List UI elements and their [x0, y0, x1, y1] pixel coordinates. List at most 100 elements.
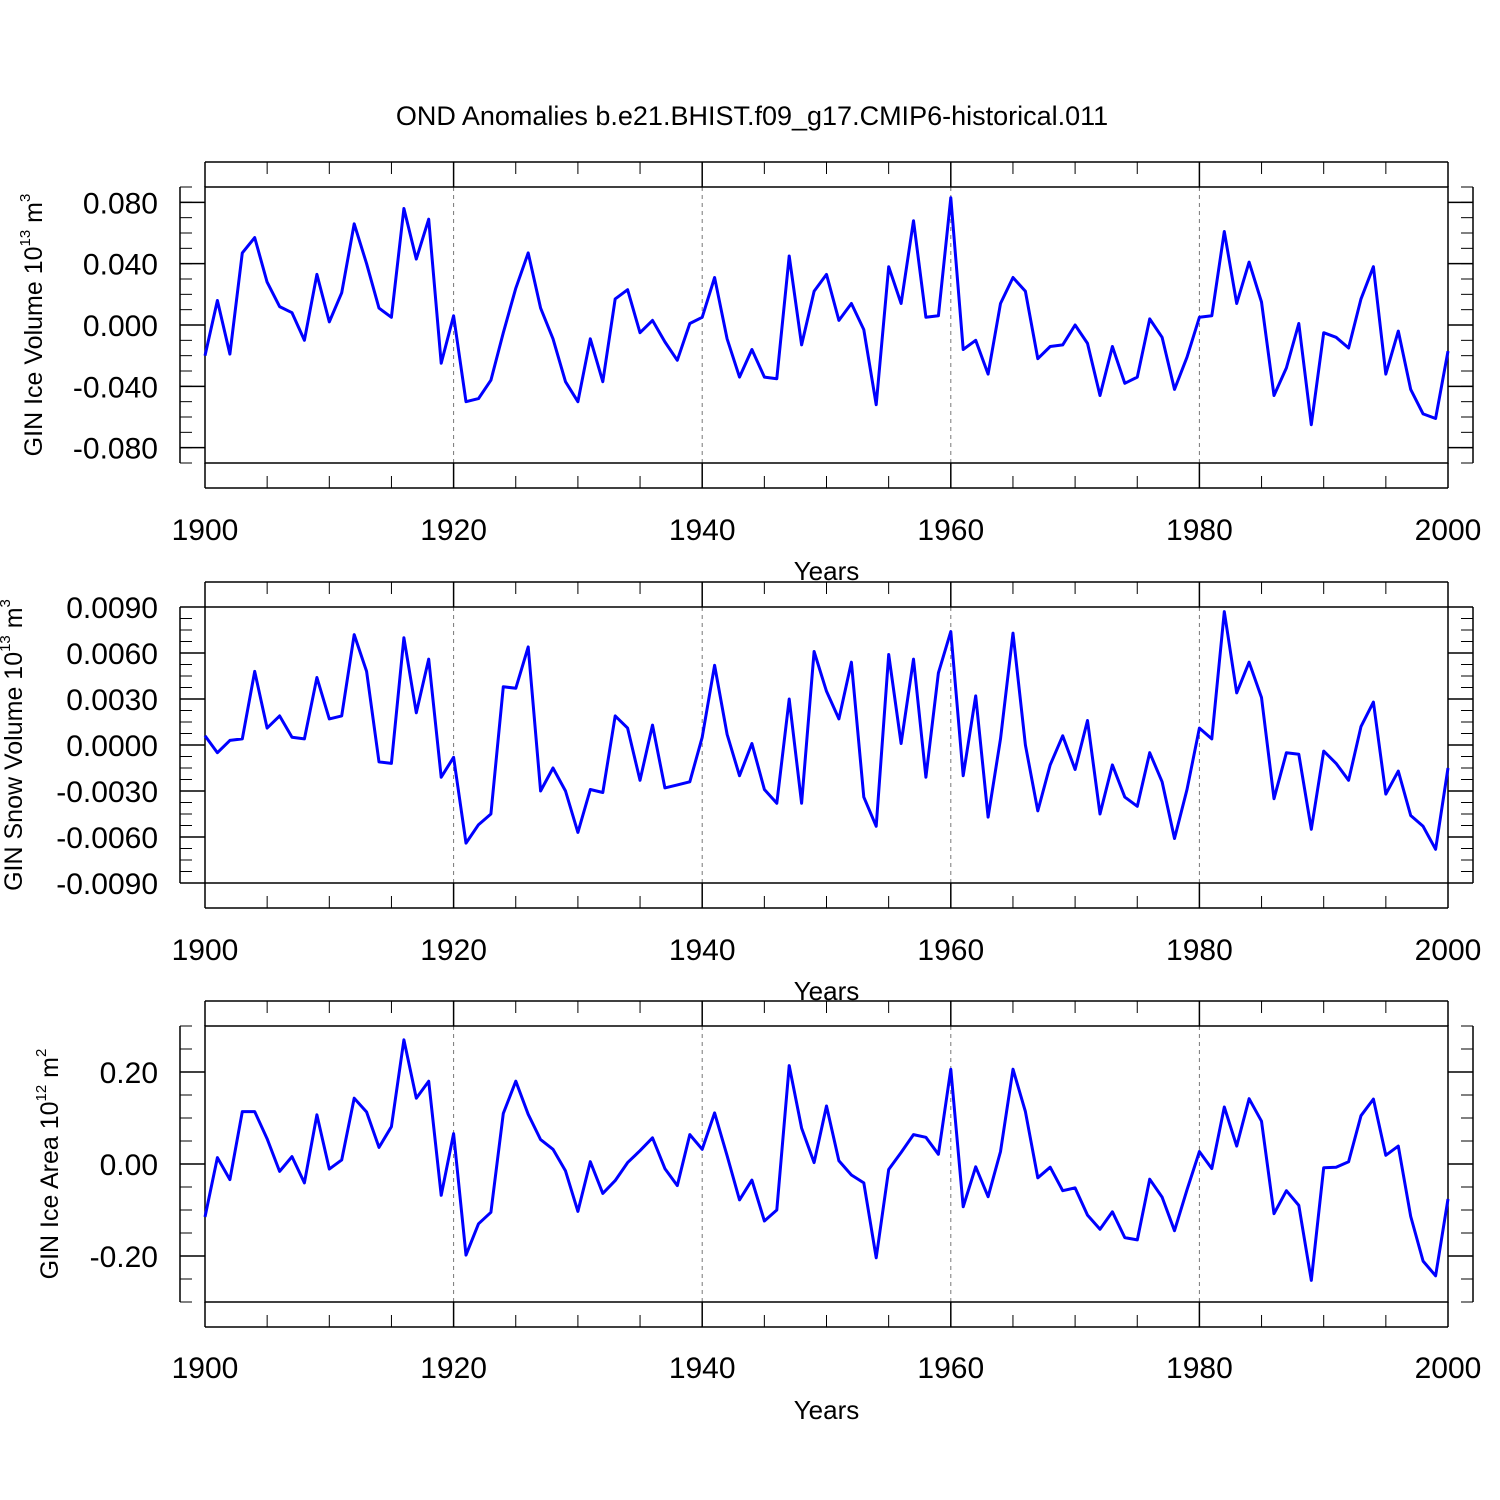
plot-frame: [204, 606, 1449, 884]
data-point: [576, 1209, 580, 1213]
data-point: [551, 766, 555, 770]
data-point: [1309, 827, 1313, 831]
data-point: [613, 297, 617, 301]
data-point: [1098, 1227, 1102, 1231]
data-point: [874, 1256, 878, 1260]
y-axis-label-unit: m: [0, 607, 28, 635]
data-point: [613, 714, 617, 718]
data-point: [800, 801, 804, 805]
y-tick-label: -0.080: [73, 433, 158, 466]
data-point: [1160, 1195, 1164, 1199]
data-point: [638, 331, 642, 335]
data-point: [1173, 1229, 1177, 1233]
data-point: [1148, 1177, 1152, 1181]
data-point: [501, 1111, 505, 1115]
data-point: [663, 1167, 667, 1171]
data-point: [713, 275, 717, 279]
data-point: [787, 1064, 791, 1068]
data-point: [315, 272, 319, 276]
y-axis-label-exponent: 13: [17, 230, 34, 247]
data-point: [302, 338, 306, 342]
data-point: [638, 1149, 642, 1153]
y-axis-label-unit-exponent: 2: [33, 1049, 50, 1057]
data-point: [1359, 297, 1363, 301]
data-point: [650, 723, 654, 727]
x-tick-label: 1920: [420, 514, 487, 547]
y-axis-label-exponent: 12: [33, 1085, 50, 1102]
data-point: [725, 337, 729, 341]
data-point: [489, 812, 493, 816]
data-point: [737, 774, 741, 778]
data-point: [849, 302, 853, 306]
data-point: [750, 1178, 754, 1182]
data-point: [1160, 335, 1164, 339]
data-point: [874, 403, 878, 407]
data-point: [576, 830, 580, 834]
data-point: [986, 815, 990, 819]
data-point: [452, 1132, 456, 1136]
data-point: [377, 306, 381, 310]
data-point: [340, 714, 344, 718]
data-point: [899, 302, 903, 306]
data-point: [389, 761, 393, 765]
data-point: [1210, 314, 1214, 318]
data-point: [1235, 1144, 1239, 1148]
data-point: [253, 1110, 257, 1114]
data-point: [501, 685, 505, 689]
data-point: [1434, 847, 1438, 851]
data-point: [1210, 1167, 1214, 1171]
data-point: [986, 1195, 990, 1199]
data-point: [1272, 1212, 1276, 1216]
data-point: [626, 1161, 630, 1165]
data-point: [1011, 275, 1015, 279]
data-point: [1409, 814, 1413, 818]
data-point: [1322, 331, 1326, 335]
data-point: [949, 196, 953, 200]
data-point: [899, 741, 903, 745]
data-point: [1185, 787, 1189, 791]
data-point: [1260, 300, 1264, 304]
series-line-ice-volume: [203, 196, 1450, 427]
data-point: [1148, 751, 1152, 755]
y-axis-label: GIN Ice Volume 1013 m3: [17, 194, 48, 457]
data-point: [1123, 381, 1127, 385]
data-point: [601, 380, 605, 384]
data-point: [961, 1205, 965, 1209]
data-point: [1110, 1210, 1114, 1214]
chart-title: OND Anomalies b.e21.BHIST.f09_g17.CMIP6-…: [396, 101, 1108, 131]
data-point: [1322, 1166, 1326, 1170]
data-point: [1173, 837, 1177, 841]
data-point: [688, 1133, 692, 1137]
data-point: [899, 1151, 903, 1155]
data-point: [675, 783, 679, 787]
data-point: [402, 636, 406, 640]
data-point: [327, 320, 331, 324]
data-point: [787, 697, 791, 701]
x-tick-label: 1920: [420, 934, 487, 967]
data-point: [912, 1133, 916, 1137]
data-point: [800, 1126, 804, 1130]
data-point: [1061, 1189, 1065, 1193]
data-point: [650, 1136, 654, 1140]
data-point: [924, 1135, 928, 1139]
data-point: [452, 314, 456, 318]
data-point: [1197, 315, 1201, 319]
data-point: [1359, 725, 1363, 729]
x-tick-label: 1940: [669, 1352, 736, 1385]
data-point: [240, 737, 244, 741]
data-point: [825, 689, 829, 693]
data-point: [1371, 265, 1375, 269]
data-point: [240, 1110, 244, 1114]
data-point: [352, 1096, 356, 1100]
data-point: [1185, 355, 1189, 359]
data-point: [1023, 289, 1027, 293]
x-tick-label: 1980: [1166, 1352, 1233, 1385]
data-point: [365, 669, 369, 673]
data-point: [999, 737, 1003, 741]
data-point: [887, 653, 891, 657]
data-point: [1446, 1197, 1450, 1201]
data-point: [327, 717, 331, 721]
y-tick-label: -0.0090: [56, 868, 158, 901]
data-point: [290, 1155, 294, 1159]
data-point: [1235, 302, 1239, 306]
